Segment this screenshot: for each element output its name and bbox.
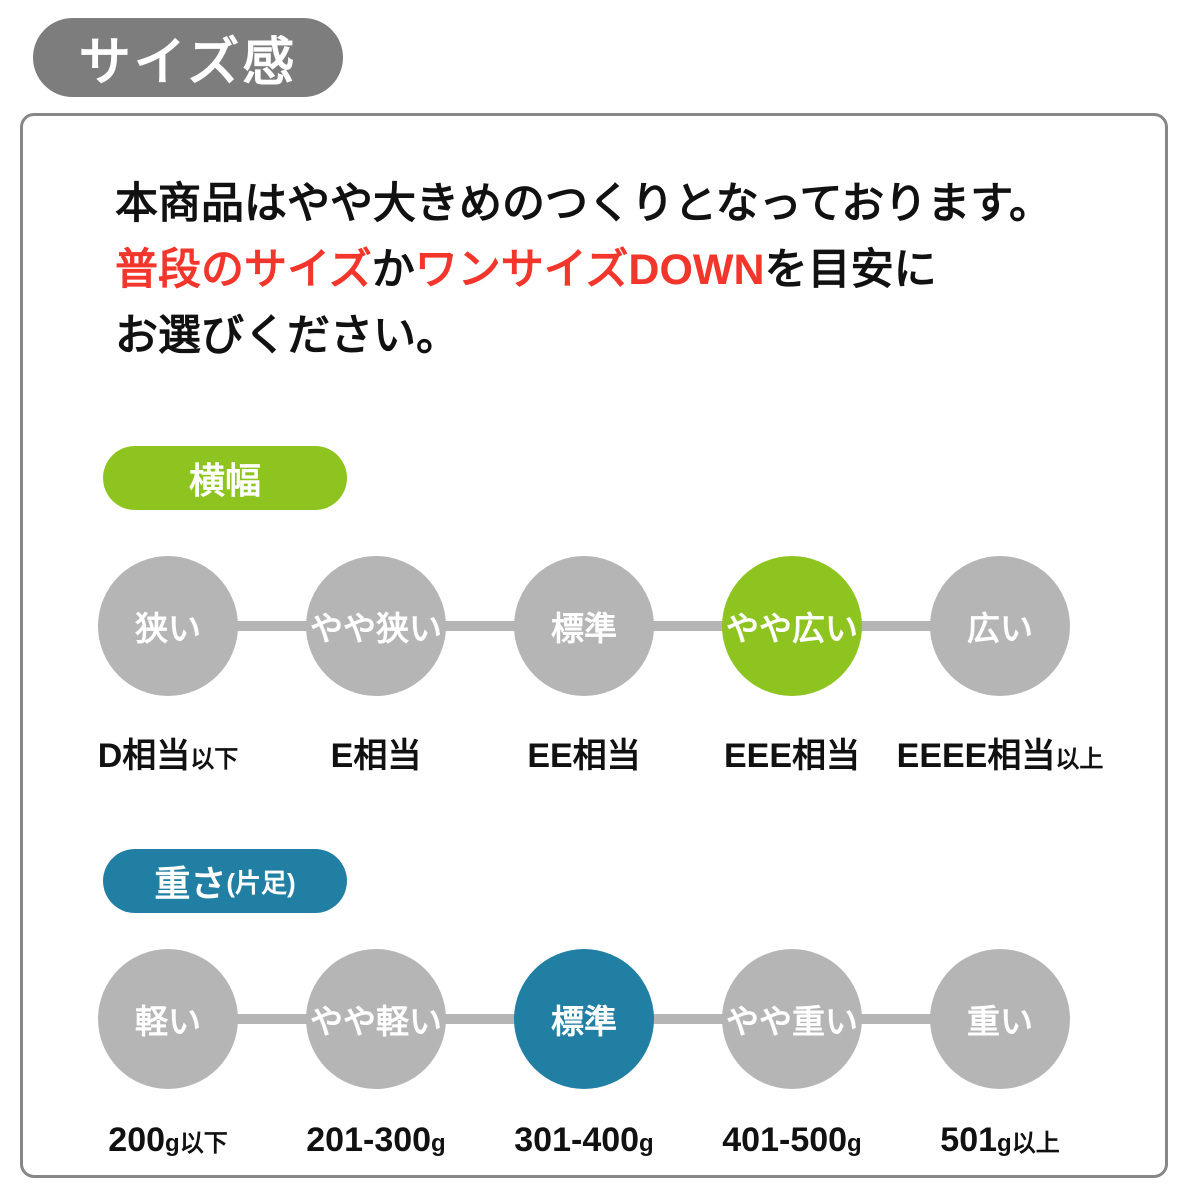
weight-value-1: 200 g以下: [108, 1121, 228, 1159]
width-scale-row: 狭い やや狭い 標準 やや広い 広い: [98, 556, 1070, 696]
one-size-down-highlight: ワンサイズDOWN: [414, 246, 765, 294]
weight-value-2: 201-300 g: [306, 1121, 446, 1159]
page-title-badge: サイズ感: [33, 18, 343, 97]
width-value-1: D相当 以下: [97, 737, 239, 775]
recommended-size-highlight: 普段のサイズ: [115, 246, 372, 294]
size-note-line-3: お選びください。: [115, 312, 459, 360]
width-scale-labels: D相当 以下 E相当 EE相当 EEE相当 EEEE相当 以上: [97, 728, 1104, 776]
width-badge-label: 横幅: [188, 460, 261, 501]
width-value-4: EEE相当: [723, 737, 861, 775]
weight-scale-row: 軽い やや軽い 標準 やや重い 重い: [98, 949, 1070, 1089]
width-value-5: EEEE相当 以上: [896, 737, 1104, 775]
size-note-line-2: 普段のサイズかワンサイズDOWNを目安に: [115, 246, 937, 294]
weight-badge-sublabel: (片足): [226, 867, 296, 898]
weight-level-2: やや軽い: [306, 949, 446, 1089]
width-level-2: やや狭い: [306, 556, 446, 696]
size-note: 本商品はやや大きめのつくりとなっております。 普段のサイズかワンサイズDOWNを…: [115, 171, 1145, 369]
width-value-3: EE相当: [527, 737, 641, 775]
weight-level-4: やや重い: [722, 949, 862, 1089]
width-value-2: E相当: [330, 737, 422, 775]
weight-value-4: 401-500 g: [722, 1121, 862, 1159]
page-title: サイズ感: [78, 34, 298, 92]
weight-section-badge: 重さ (片足): [103, 849, 347, 913]
weight-badge-label: 重さ: [154, 863, 227, 904]
width-level-4-selected: やや広い: [722, 556, 862, 696]
weight-level-1: 軽い: [98, 949, 238, 1089]
width-level-3: 標準: [514, 556, 654, 696]
weight-value-3: 301-400 g: [514, 1121, 654, 1159]
weight-level-3-selected: 標準: [514, 949, 654, 1089]
size-guide-panel: 本商品はやや大きめのつくりとなっております。 普段のサイズかワンサイズDOWNを…: [20, 113, 1168, 1178]
width-level-5: 広い: [930, 556, 1070, 696]
weight-level-5: 重い: [930, 949, 1070, 1089]
width-section-badge: 横幅: [103, 446, 347, 510]
width-level-1: 狭い: [98, 556, 238, 696]
weight-value-5: 501 g以上: [940, 1121, 1060, 1159]
size-note-line-1: 本商品はやや大きめのつくりとなっております。: [115, 180, 1052, 228]
weight-scale-labels: 200 g以下 201-300 g 301-400 g 401-500 g 501 g以上: [98, 1121, 1070, 1169]
